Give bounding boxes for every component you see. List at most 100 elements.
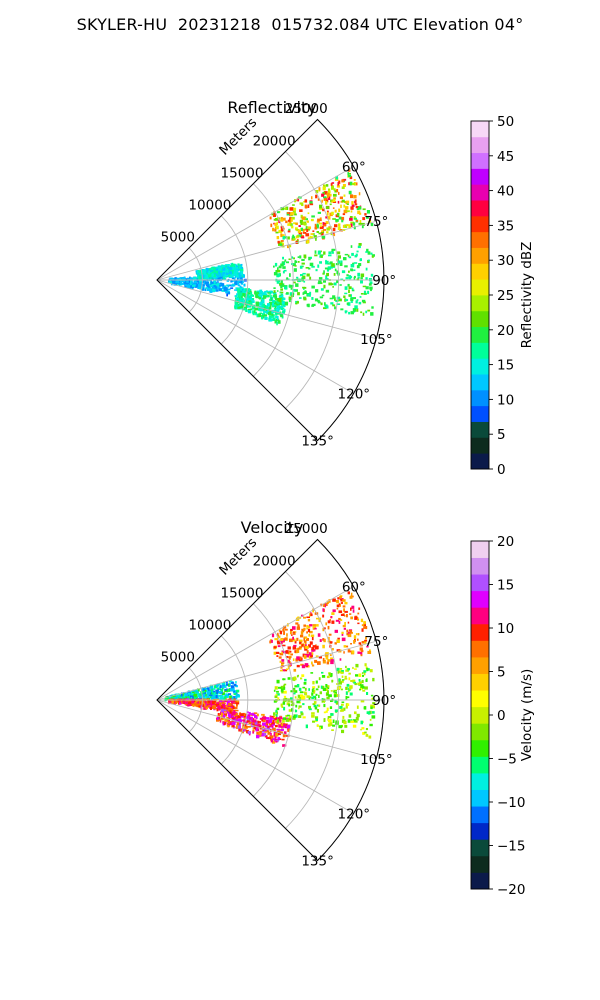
colorbar-bin: [471, 806, 489, 824]
colorbar-tick-label: −5: [497, 752, 517, 768]
echo-gate: [223, 681, 226, 684]
echo-gate: [178, 694, 180, 697]
echo-gate: [342, 605, 346, 608]
echo-gate: [276, 301, 280, 304]
echo-gate: [345, 695, 348, 700]
echo-gate: [328, 694, 332, 698]
echo-gate: [311, 661, 313, 665]
echo-gate: [337, 597, 340, 600]
echo-gate: [326, 212, 329, 216]
echo-gate: [240, 271, 243, 275]
echo-gate: [268, 319, 272, 322]
echo-gate: [293, 289, 296, 292]
echo-gate: [348, 256, 352, 259]
echo-gate: [370, 252, 373, 255]
echo-gate: [171, 700, 174, 704]
echo-gate: [318, 222, 322, 225]
echo-gate: [347, 668, 350, 671]
echo-gate: [370, 694, 374, 697]
echo-gate: [294, 640, 297, 644]
echo-gate: [348, 225, 351, 228]
echo-gate: [319, 691, 322, 695]
echo-gate: [288, 298, 291, 303]
echo-gate: [295, 714, 298, 718]
echo-gate: [224, 688, 228, 691]
echo-gate: [234, 300, 238, 305]
echo-gate: [230, 685, 234, 689]
echo-gate: [219, 703, 222, 707]
echo-gate: [298, 701, 301, 704]
echo-gate: [360, 653, 363, 657]
echo-gate: [197, 700, 201, 704]
colorbar-tick-label: −20: [497, 882, 526, 898]
echo-gate: [228, 267, 233, 271]
echo-gate: [218, 705, 221, 708]
echo-gate: [267, 303, 270, 307]
echo-gate: [325, 259, 327, 262]
echo-gate: [304, 256, 307, 259]
echo-gate: [237, 722, 240, 726]
echo-gate: [259, 730, 262, 734]
echo-gate: [215, 695, 218, 699]
echo-gate: [202, 696, 206, 699]
echo-gate: [315, 289, 319, 293]
echo-gate: [256, 734, 260, 739]
echo-gate: [295, 622, 299, 625]
echo-gate: [275, 313, 278, 316]
echo-gate: [207, 703, 211, 706]
echo-gate: [210, 290, 213, 293]
echo-gate: [362, 732, 365, 735]
echo-gate: [283, 690, 287, 694]
echo-gate: [277, 730, 281, 733]
echo-gate: [290, 287, 293, 290]
echo-gate: [280, 665, 283, 669]
echo-gate: [299, 297, 302, 299]
echo-gate: [343, 615, 346, 617]
echo-gate: [275, 309, 280, 314]
echo-gate: [314, 659, 318, 663]
echo-gate: [280, 288, 283, 291]
echo-gate: [236, 267, 238, 270]
echo-gate: [309, 624, 313, 627]
echo-gate: [289, 217, 292, 221]
echo-gate: [309, 291, 312, 295]
echo-gate: [338, 670, 343, 673]
echo-gate: [243, 283, 246, 287]
echo-gate: [282, 217, 286, 221]
echo-gate: [208, 274, 212, 278]
echo-gate: [292, 687, 296, 690]
echo-gate: [348, 672, 351, 675]
echo-gate: [332, 199, 336, 202]
echo-gate: [206, 696, 210, 699]
echo-gate: [214, 288, 217, 292]
echo-gate: [325, 216, 328, 219]
echo-gate: [311, 714, 315, 718]
echo-gate: [222, 704, 225, 709]
echo-gate: [280, 302, 282, 306]
echo-gate: [307, 204, 310, 208]
echo-gate: [280, 233, 283, 238]
echo-gate: [279, 716, 283, 719]
echo-gate: [205, 697, 209, 700]
echo-gate: [297, 647, 301, 650]
echo-gate: [347, 302, 351, 306]
echo-gate: [332, 295, 336, 299]
echo-gate: [325, 710, 328, 713]
echo-gate: [357, 618, 360, 621]
echo-gate: [328, 599, 331, 603]
echo-gate: [234, 709, 239, 712]
echo-gate: [236, 293, 239, 296]
echo-gate: [341, 703, 344, 706]
echo-gate: [311, 692, 314, 696]
echo-gate: [281, 261, 286, 264]
echo-gate: [349, 176, 353, 180]
echo-gate: [336, 270, 339, 275]
echo-gate: [308, 652, 312, 656]
echo-gate: [355, 717, 359, 721]
echo-gate: [343, 707, 346, 711]
echo-gate: [350, 223, 353, 227]
echo-gate: [324, 603, 327, 608]
colorbar-label: Velocity (m/s): [519, 669, 535, 762]
colorbar-bin: [471, 657, 489, 674]
echo-gate: [290, 212, 294, 216]
